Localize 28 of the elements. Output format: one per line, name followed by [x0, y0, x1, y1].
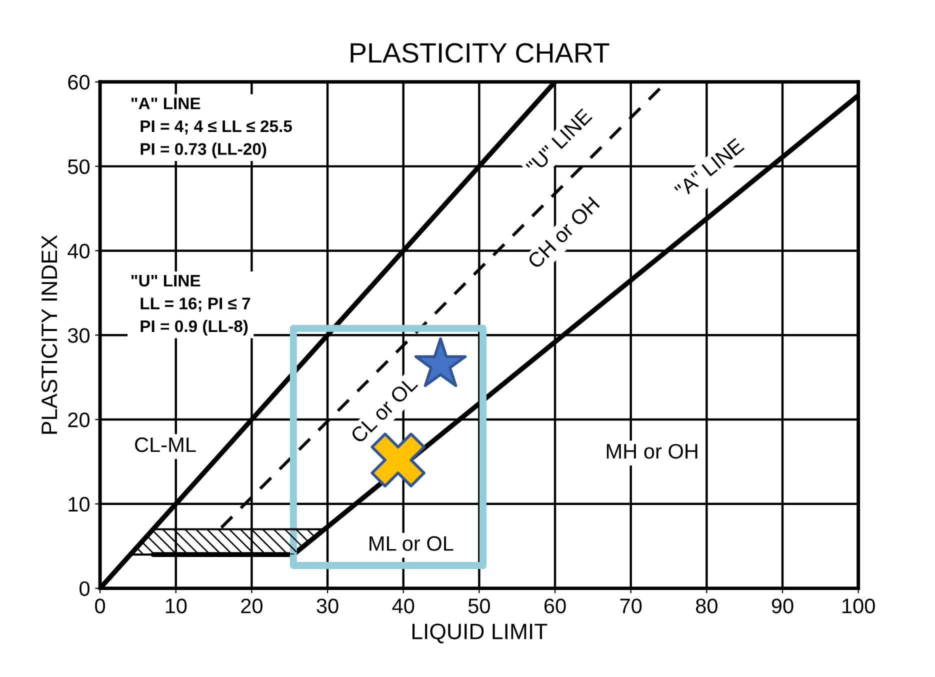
y-tick-label: 30	[68, 328, 90, 343]
x-tick-label: 10	[166, 598, 187, 614]
y-axis-title: PLASTICITY INDEX	[41, 235, 58, 434]
x-tick-label: 40	[392, 598, 414, 614]
x-tick-label: 80	[696, 598, 718, 614]
chart-title: PLASTICITY CHART	[350, 43, 610, 63]
x-tick-label: 90	[772, 598, 794, 614]
x-tick-label: 100	[842, 598, 875, 614]
y-tick-label: 10	[68, 496, 90, 512]
annotation: ML or OL	[370, 536, 454, 551]
y-tick-label: 50	[68, 159, 90, 174]
annotation: MH or OH	[606, 444, 698, 459]
annotation: CH or OH	[526, 196, 600, 270]
x-tick-label: 60	[544, 598, 566, 614]
x-tick-label: 70	[620, 598, 642, 614]
annotation: "A" LINE PI = 4; 4 ≤ LL ≤ 25.5 PI = 0.73 (LL-20)	[131, 98, 292, 158]
x-tick-label: 0	[95, 598, 106, 614]
annotation: CL-ML	[135, 437, 196, 452]
x-tick-label: 50	[468, 598, 490, 614]
x-tick-label: 20	[241, 598, 262, 614]
annotation: CL or OL	[350, 375, 418, 444]
y-tick-label: 40	[68, 244, 90, 258]
y-tick-label: 60	[68, 74, 90, 90]
x-axis-title: LIQUID LIMIT	[412, 624, 548, 644]
y-tick-label: 0	[80, 581, 90, 596]
annotation: "U" LINE LL = 16; PI ≤ 7 PI = 0.9 (LL-8)	[131, 274, 250, 336]
y-tick-label: 20	[68, 412, 90, 428]
x-tick-label: 30	[316, 598, 338, 614]
